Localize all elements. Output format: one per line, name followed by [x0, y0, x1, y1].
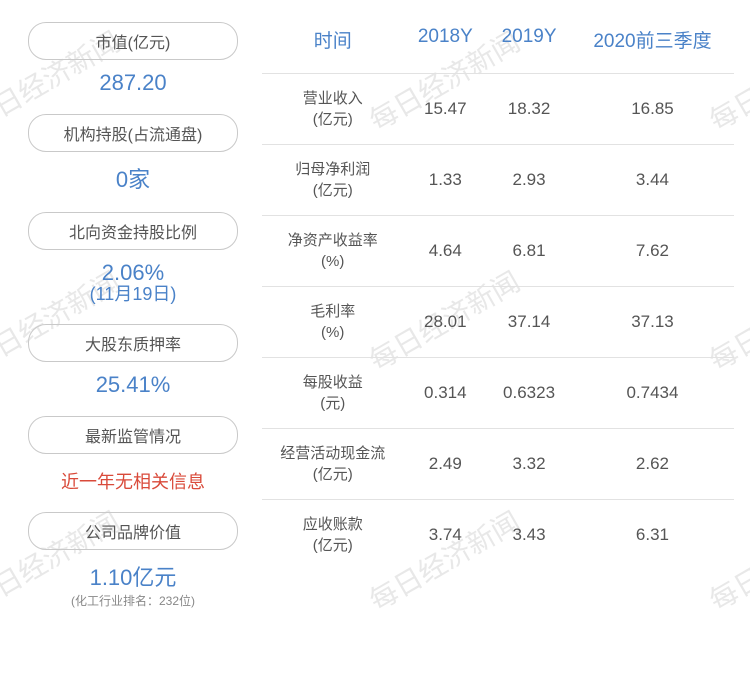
- cell: 1.33: [403, 145, 487, 216]
- table-header-row: 时间 2018Y 2019Y 2020前三季度: [262, 12, 734, 74]
- row-label-revenue: 营业收入(亿元): [262, 74, 403, 145]
- cell: 0.314: [403, 358, 487, 429]
- cell: 2.93: [487, 145, 571, 216]
- table-body: 营业收入(亿元) 15.47 18.32 16.85 归母净利润(亿元) 1.3…: [262, 74, 734, 571]
- metric-pledge-label: 大股东质押率: [28, 324, 238, 362]
- cell: 3.74: [403, 500, 487, 571]
- cell: 18.32: [487, 74, 571, 145]
- row-label-cashflow: 经营活动现金流(亿元): [262, 429, 403, 500]
- metric-regulatory-value: 近一年无相关信息: [20, 468, 246, 494]
- table-header-2018: 2018Y: [403, 12, 487, 74]
- row-label-eps: 每股收益(元): [262, 358, 403, 429]
- table-row: 毛利率(%) 28.01 37.14 37.13: [262, 287, 734, 358]
- table-row: 净资产收益率(%) 4.64 6.81 7.62: [262, 216, 734, 287]
- cell: 0.7434: [571, 358, 734, 429]
- financial-table: 时间 2018Y 2019Y 2020前三季度 营业收入(亿元) 15.47 1…: [262, 12, 734, 570]
- metric-market-cap-value: 287.20: [20, 70, 246, 96]
- cell: 2.49: [403, 429, 487, 500]
- table-header-time: 时间: [262, 12, 403, 74]
- metric-brand-footnote: (化工行业排名：232位): [20, 592, 246, 609]
- cell: 15.47: [403, 74, 487, 145]
- metric-brand-value: 1.10亿元: [20, 560, 246, 592]
- cell: 7.62: [571, 216, 734, 287]
- metric-northbound-sub: (11月19日): [20, 280, 246, 306]
- metric-regulatory-label: 最新监管情况: [28, 416, 238, 454]
- right-table-panel: 时间 2018Y 2019Y 2020前三季度 营业收入(亿元) 15.47 1…: [258, 8, 742, 627]
- row-label-grossmargin: 毛利率(%): [262, 287, 403, 358]
- cell: 28.01: [403, 287, 487, 358]
- table-header-2020q3: 2020前三季度: [571, 12, 734, 74]
- cell: 0.6323: [487, 358, 571, 429]
- cell: 3.44: [571, 145, 734, 216]
- table-row: 应收账款(亿元) 3.74 3.43 6.31: [262, 500, 734, 571]
- metric-institutional-value: 0家: [20, 162, 246, 194]
- cell: 6.31: [571, 500, 734, 571]
- left-metrics-panel: 市值(亿元) 287.20 机构持股(占流通盘) 0家 北向资金持股比例 2.0…: [8, 8, 258, 627]
- row-label-netprofit: 归母净利润(亿元): [262, 145, 403, 216]
- row-label-receivables: 应收账款(亿元): [262, 500, 403, 571]
- row-label-roe: 净资产收益率(%): [262, 216, 403, 287]
- table-header-2019: 2019Y: [487, 12, 571, 74]
- table-row: 每股收益(元) 0.314 0.6323 0.7434: [262, 358, 734, 429]
- metric-brand-label: 公司品牌价值: [28, 512, 238, 550]
- metric-institutional-label: 机构持股(占流通盘): [28, 114, 238, 152]
- cell: 3.43: [487, 500, 571, 571]
- metric-pledge-value: 25.41%: [20, 372, 246, 398]
- cell: 3.32: [487, 429, 571, 500]
- table-row: 营业收入(亿元) 15.47 18.32 16.85: [262, 74, 734, 145]
- metric-market-cap-label: 市值(亿元): [28, 22, 238, 60]
- table-row: 经营活动现金流(亿元) 2.49 3.32 2.62: [262, 429, 734, 500]
- main-container: 市值(亿元) 287.20 机构持股(占流通盘) 0家 北向资金持股比例 2.0…: [0, 0, 750, 635]
- metric-northbound-label: 北向资金持股比例: [28, 212, 238, 250]
- cell: 37.13: [571, 287, 734, 358]
- cell: 6.81: [487, 216, 571, 287]
- table-row: 归母净利润(亿元) 1.33 2.93 3.44: [262, 145, 734, 216]
- cell: 37.14: [487, 287, 571, 358]
- cell: 4.64: [403, 216, 487, 287]
- cell: 16.85: [571, 74, 734, 145]
- cell: 2.62: [571, 429, 734, 500]
